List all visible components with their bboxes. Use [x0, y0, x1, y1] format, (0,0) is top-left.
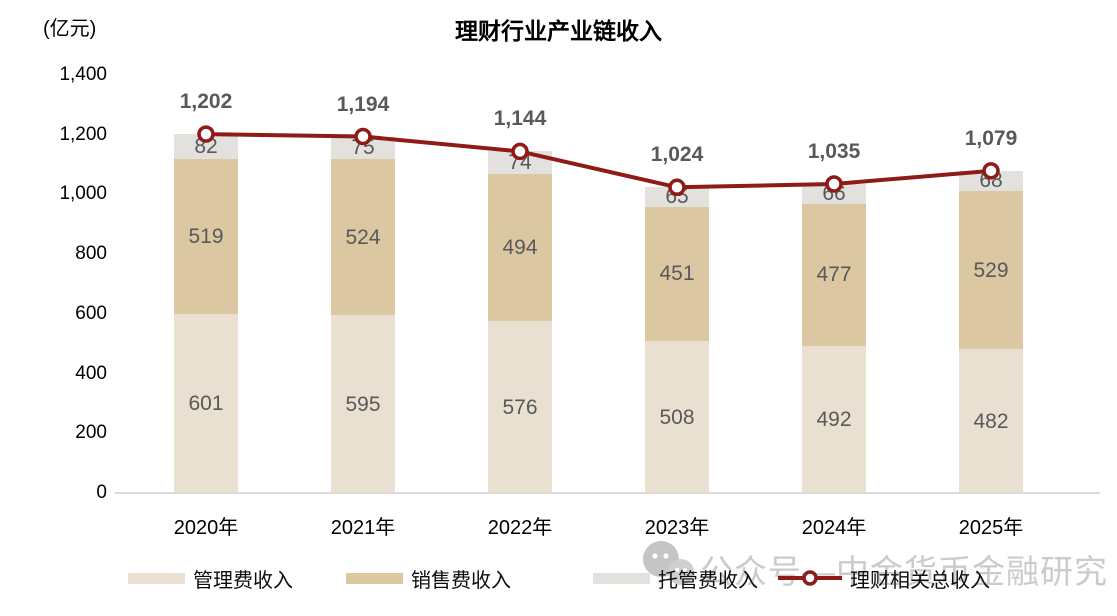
y-axis-tick-label: 1,200: [59, 123, 107, 145]
bar-segment: 576: [488, 321, 552, 493]
legend-label: 管理费收入: [193, 569, 293, 592]
legend: 管理费收入 销售费收入 托管费收入 理财相关总收入: [0, 566, 1117, 592]
bar-segment-value-label: 576: [502, 395, 538, 419]
y-axis-tick-label: 400: [75, 362, 107, 384]
total-value-label: 1,079: [964, 126, 1018, 150]
x-axis-category-label: 2020年: [173, 517, 239, 539]
bar-segment: 66: [802, 182, 866, 206]
bar-segment: 75: [331, 136, 395, 160]
bar-segment-value-label: 519: [188, 224, 224, 248]
y-axis-tick-label: 200: [75, 422, 107, 444]
chart-title: 理财行业产业链收入: [455, 18, 662, 44]
x-axis-category-label: 2022年: [487, 517, 553, 539]
bar-segment-value-label: 482: [973, 409, 1009, 433]
bar-segment-value-label: 74: [508, 150, 532, 174]
bar-segment: 68: [959, 169, 1023, 193]
bar-segment-value-label: 529: [973, 258, 1009, 282]
x-axis-category-label: 2025年: [958, 517, 1024, 539]
bar-segment-value-label: 68: [979, 169, 1003, 193]
y-axis-tick-label: 0: [96, 482, 107, 503]
wechat-icon: [640, 540, 698, 593]
total-line-legend-marker: [778, 570, 842, 586]
legend-item-custody-fee: 托管费收入: [593, 566, 758, 592]
bar-segment-value-label: 477: [816, 263, 852, 287]
bar-segment: 477: [802, 203, 866, 347]
bar-segment: 601: [174, 313, 238, 493]
bar-segment-value-label: 524: [345, 225, 381, 249]
x-axis-category-label: 2021年: [330, 517, 396, 539]
bar-segment: 494: [488, 173, 552, 321]
y-axis-unit-label: (亿元): [43, 18, 97, 40]
total-value-label: 1,202: [179, 90, 233, 114]
management-fee-swatch: [128, 572, 185, 584]
sales-fee-swatch: [346, 572, 403, 584]
bar-segment: 508: [645, 341, 709, 493]
bar-segment-value-label: 595: [345, 392, 381, 416]
bar-segment: 519: [174, 158, 238, 314]
legend-label: 理财相关总收入: [850, 569, 990, 592]
y-axis-tick-label: 600: [75, 302, 107, 324]
bar-segment-value-label: 508: [659, 405, 695, 429]
bar-segment: 595: [331, 315, 395, 493]
bar-segment-value-label: 66: [822, 182, 846, 206]
bar-segment: 529: [959, 191, 1023, 350]
legend-item-sales-fee: 销售费收入: [346, 566, 511, 592]
x-axis-line: [115, 492, 1100, 494]
legend-label: 托管费收入: [658, 569, 758, 592]
legend-label: 销售费收入: [411, 569, 511, 592]
bar-segment-value-label: 82: [194, 134, 218, 158]
x-axis-category-label: 2023年: [644, 517, 710, 539]
bar-segment-value-label: 65: [665, 185, 689, 209]
watermark-text: 公众号—中金货币金融研究: [700, 553, 1108, 590]
bar-segment-value-label: 75: [351, 136, 375, 160]
bar-segment-value-label: 494: [502, 235, 538, 259]
bar-segment-value-label: 451: [659, 262, 695, 286]
bar-segment: 65: [645, 185, 709, 209]
y-axis-tick-label: 800: [75, 243, 107, 265]
total-value-label: 1,194: [336, 92, 390, 116]
total-value-label: 1,035: [807, 139, 861, 163]
custody-fee-swatch: [593, 572, 650, 584]
bar-segment-value-label: 492: [816, 408, 852, 432]
legend-item-total-line: 理财相关总收入: [778, 566, 990, 592]
y-axis-tick-label: 1,400: [59, 64, 107, 85]
legend-item-management-fee: 管理费收入: [128, 566, 293, 592]
bar-segment: 451: [645, 206, 709, 342]
bar-segment: 524: [331, 158, 395, 316]
y-axis-tick-label: 1,000: [59, 183, 107, 205]
total-value-label: 1,024: [650, 143, 704, 167]
bar-segment: 482: [959, 349, 1023, 493]
x-axis-category-label: 2024年: [801, 517, 867, 539]
bar-segment: 492: [802, 346, 866, 493]
bar-segment-value-label: 601: [188, 391, 224, 415]
total-value-label: 1,144: [493, 107, 547, 131]
bar-segment: 82: [174, 134, 238, 159]
bar-segment: 74: [488, 150, 552, 174]
